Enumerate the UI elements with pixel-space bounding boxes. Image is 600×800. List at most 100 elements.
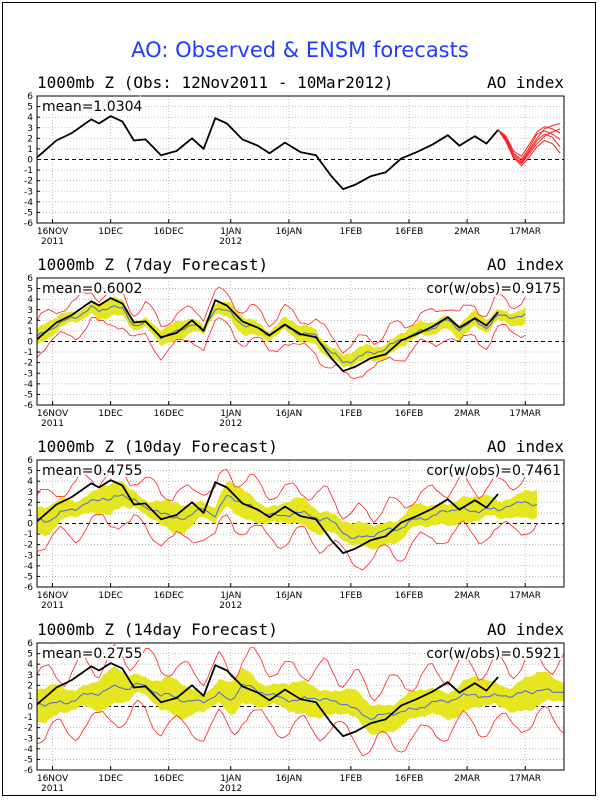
x-tick-label: 1JAN: [220, 774, 241, 784]
y-tick-label: 3: [27, 306, 33, 316]
ensemble-member-line: [497, 129, 561, 164]
correlation-stat-label: cor(w/obs)=0.7461: [426, 463, 561, 479]
y-tick-label: -6: [24, 583, 33, 593]
y-tick-label: -3: [24, 187, 33, 197]
ensemble-min-line: [36, 699, 565, 756]
ensemble-spread-band: [37, 480, 537, 551]
x-tick-label: 16FEB: [395, 591, 424, 601]
x-tick-year-label: 2012: [219, 419, 242, 429]
y-tick-label: -5: [24, 572, 33, 582]
y-tick-label: -2: [24, 541, 33, 551]
x-tick-label: 16JAN: [275, 227, 302, 237]
x-tick-label: 16DEC: [154, 227, 184, 237]
ensemble-min-line: [36, 317, 526, 379]
y-tick-label: 2: [27, 134, 33, 144]
x-tick-label: 16NOV: [37, 774, 69, 784]
y-tick-label: -5: [24, 208, 33, 218]
x-tick-label: 16DEC: [154, 774, 184, 784]
panel-3-index-label: AO index: [486, 437, 564, 456]
y-tick-label: -3: [24, 551, 33, 561]
panel-1-title: 1000mb Z (Obs: 12Nov2011 - 10Mar2012): [37, 73, 394, 92]
x-tick-label: 17MAR: [509, 409, 541, 419]
ensemble-max-line: [36, 283, 526, 354]
x-tick-label: 17MAR: [509, 591, 541, 601]
y-tick-label: 3: [27, 671, 33, 681]
x-tick-year-label: 2012: [219, 784, 242, 794]
y-tick-label: 0: [27, 338, 33, 348]
panel-4-title: 1000mb Z (14day Forecast): [37, 620, 278, 639]
observed-line: [36, 662, 499, 737]
ensemble-member-line: [497, 126, 561, 157]
x-tick-label: 16DEC: [154, 591, 184, 601]
y-tick-label: -4: [24, 198, 33, 208]
y-tick-label: -1: [24, 348, 33, 358]
y-tick-label: 5: [27, 103, 33, 113]
x-tick-label: 16NOV: [37, 591, 69, 601]
observed-line: [36, 297, 499, 372]
x-tick-label: 1JAN: [220, 409, 241, 419]
x-tick-label: 1FEB: [339, 409, 362, 419]
x-tick-label: 1FEB: [339, 774, 362, 784]
x-tick-year-label: 2011: [41, 601, 64, 611]
y-tick-label: -1: [24, 713, 33, 723]
plot-frame: [36, 459, 565, 588]
y-tick-label: -4: [24, 745, 33, 755]
plot-frame: [36, 277, 565, 406]
ensemble-member-line: [497, 129, 561, 167]
y-tick-label: -2: [24, 177, 33, 187]
ensemble-spread-band: [37, 666, 564, 736]
ensemble-mean-line: [36, 494, 538, 539]
y-tick-label: -6: [24, 766, 33, 776]
y-tick-label: 1: [27, 692, 33, 702]
x-tick-label: 16NOV: [37, 227, 69, 237]
x-tick-label: 16FEB: [395, 774, 424, 784]
y-tick-label: 3: [27, 488, 33, 498]
y-tick-label: 5: [27, 650, 33, 660]
x-tick-label: 2MAR: [454, 227, 480, 237]
y-tick-label: -3: [24, 369, 33, 379]
y-tick-label: -6: [24, 401, 33, 411]
y-tick-label: -5: [24, 390, 33, 400]
y-tick-label: 4: [27, 295, 33, 305]
mean-stat-label: mean=0.4755: [42, 463, 142, 479]
x-tick-label: 2MAR: [454, 409, 480, 419]
x-tick-year-label: 2012: [219, 601, 242, 611]
y-tick-label: 6: [27, 456, 33, 466]
mean-stat-label: mean=0.2755: [42, 646, 142, 662]
y-tick-label: 2: [27, 316, 33, 326]
y-tick-label: 1: [27, 327, 33, 337]
x-tick-label: 2MAR: [454, 774, 480, 784]
y-tick-label: 6: [27, 92, 33, 102]
ensemble-max-line: [36, 644, 565, 702]
ensemble-spread-band: [37, 296, 526, 368]
x-tick-label: 16FEB: [395, 227, 424, 237]
x-tick-label: 1DEC: [98, 591, 123, 601]
correlation-stat-label: cor(w/obs)=0.9175: [426, 281, 561, 297]
y-tick-label: 5: [27, 467, 33, 477]
y-tick-label: -6: [24, 219, 33, 229]
x-tick-label: 1DEC: [98, 227, 123, 237]
x-tick-label: 16JAN: [275, 591, 302, 601]
panel-4-index-label: AO index: [486, 620, 564, 639]
x-tick-label: 17MAR: [509, 227, 541, 237]
y-tick-label: -1: [24, 530, 33, 540]
ensemble-member-line: [497, 128, 561, 165]
x-tick-label: 1DEC: [98, 774, 123, 784]
y-tick-label: -4: [24, 380, 33, 390]
panel-1-index-label: AO index: [486, 73, 564, 92]
plot-frame: [36, 95, 565, 224]
x-tick-label: 1DEC: [98, 409, 123, 419]
mean-stat-label: mean=0.6002: [42, 281, 142, 297]
x-tick-label: 16DEC: [154, 409, 184, 419]
x-tick-label: 1FEB: [339, 591, 362, 601]
y-tick-label: 0: [27, 703, 33, 713]
plot-frame: [36, 642, 565, 771]
correlation-stat-label: cor(w/obs)=0.5921: [426, 646, 561, 662]
y-tick-label: 0: [27, 156, 33, 166]
mean-stat-label: mean=1.0304: [42, 99, 143, 115]
y-tick-label: 2: [27, 498, 33, 508]
